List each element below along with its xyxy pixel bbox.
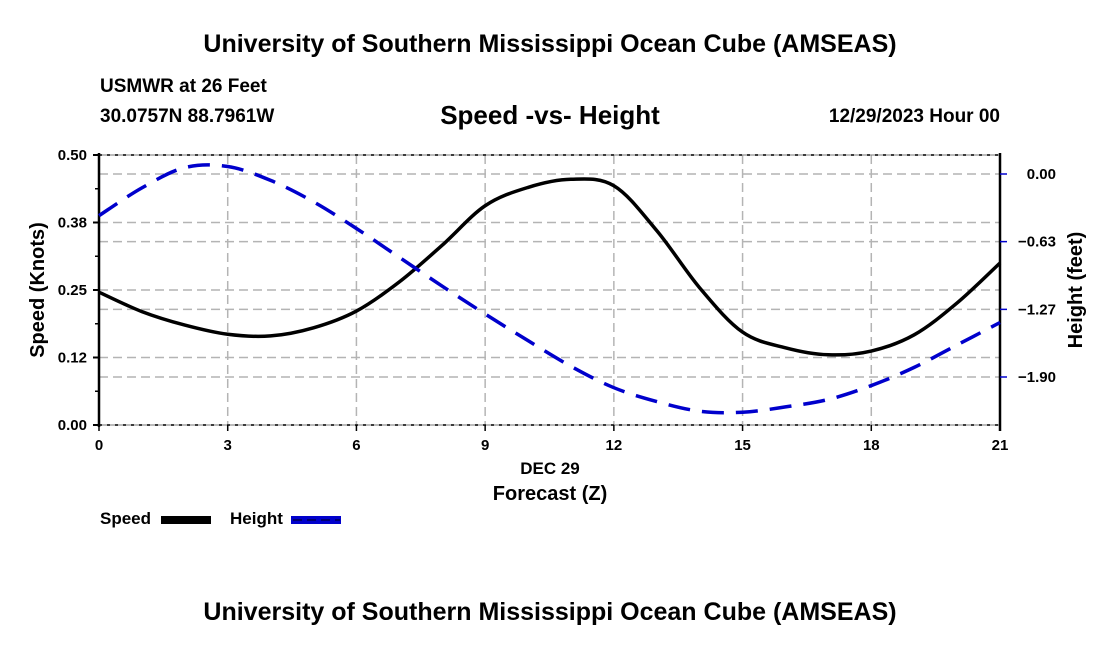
x-axis-sublabel: DEC 29 [520, 459, 580, 478]
footer-title: University of Southern Mississippi Ocean… [203, 598, 897, 626]
coordinates-label: 30.0757N 88.7961W [100, 106, 275, 127]
y2-tick-label: −1.27 [1018, 301, 1056, 318]
report-title: University of Southern Mississippi Ocean… [203, 30, 897, 58]
y-tick-label: 0.12 [58, 350, 87, 367]
x-tick-label: 0 [95, 437, 103, 454]
series-line-height [98, 163, 1001, 415]
y2-axis-label: Height (feet) [1065, 232, 1087, 349]
x-tick-label: 6 [352, 437, 360, 454]
legend-speed-label: Speed [100, 509, 152, 528]
x-tick-label: 15 [734, 437, 751, 454]
y-tick-label: 0.50 [58, 147, 87, 164]
x-tick-label: 21 [992, 437, 1009, 454]
y-tick-label: 0.25 [58, 282, 87, 299]
y2-tick-label: 0.00 [1027, 166, 1056, 183]
x-axis-label: Forecast (Z) [493, 483, 607, 505]
legend-speed-swatch [161, 516, 211, 524]
x-tick-label: 9 [481, 437, 489, 454]
y2-tick-label: −1.90 [1018, 369, 1056, 386]
legend-height-label: Height [230, 509, 283, 528]
y2-tick-label: −0.63 [1018, 234, 1056, 251]
forecast-date: 12/29/2023 Hour 00 [828, 106, 1000, 127]
y-axis-label: Speed (Knots) [27, 222, 49, 358]
chart-title: Speed -vs- Height [440, 100, 660, 130]
y-tick-label: 0.00 [58, 417, 87, 434]
series-line-speed [98, 177, 1002, 357]
x-tick-label: 18 [863, 437, 880, 454]
y-tick-label: 0.38 [58, 215, 87, 232]
x-tick-label: 12 [606, 437, 623, 454]
x-tick-label: 3 [224, 437, 232, 454]
station-label: USMWR at 26 Feet [100, 76, 267, 97]
